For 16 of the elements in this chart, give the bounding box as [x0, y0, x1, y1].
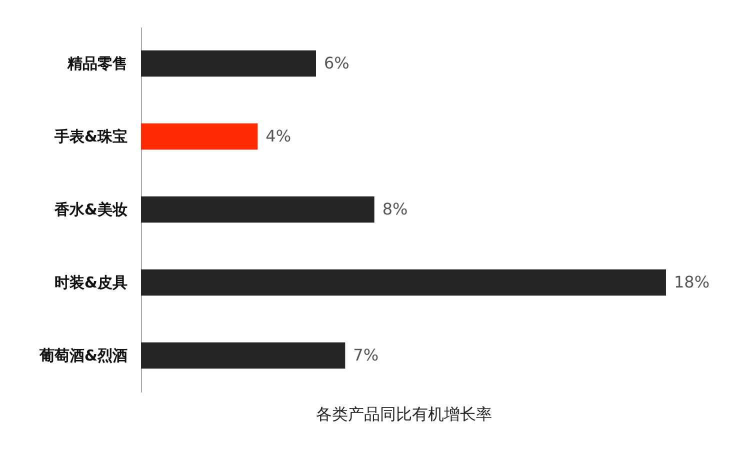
- data-label: 7%: [353, 346, 379, 364]
- y-tick-label: 香水&美妆: [53, 200, 128, 218]
- bar: [141, 123, 258, 150]
- x-axis-title: 各类产品同比有机增长率: [316, 404, 492, 424]
- y-tick-label: 手表&珠宝: [53, 128, 128, 146]
- y-tick-label: 时装&皮具: [54, 274, 128, 292]
- data-label: 8%: [382, 200, 408, 218]
- bar: [141, 342, 346, 369]
- y-tick-label: 精品零售: [66, 54, 128, 72]
- data-label: 6%: [324, 54, 350, 72]
- bar: [141, 269, 666, 296]
- data-label: 18%: [674, 272, 710, 292]
- bar: [141, 196, 374, 223]
- y-tick-label: 葡萄酒&烈酒: [38, 346, 128, 364]
- bar: [141, 50, 316, 77]
- data-label: 4%: [266, 126, 292, 146]
